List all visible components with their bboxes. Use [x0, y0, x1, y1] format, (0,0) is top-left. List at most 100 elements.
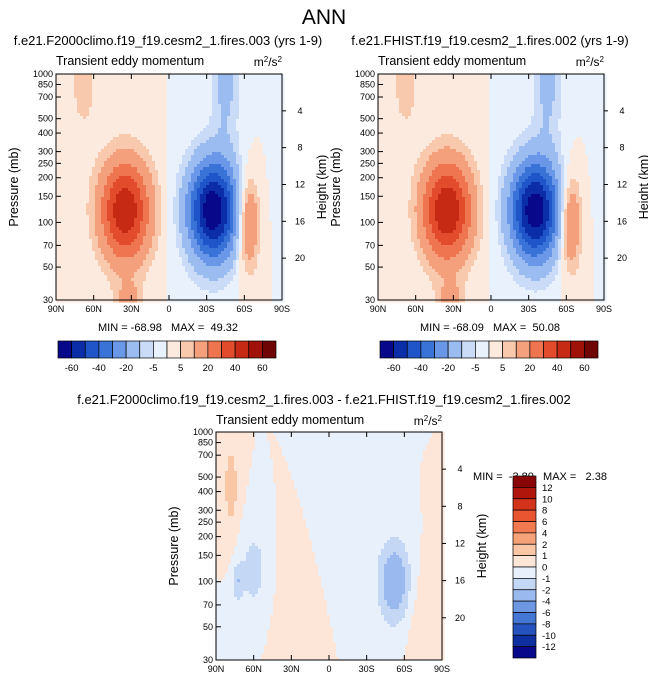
field-cell	[140, 167, 144, 171]
field-cell	[146, 74, 150, 78]
field-cell	[245, 98, 249, 102]
field-cell	[248, 119, 252, 123]
field-cell	[134, 131, 138, 135]
field-cell	[131, 146, 135, 150]
field-cell	[116, 122, 120, 126]
field-cell	[95, 122, 99, 126]
field-cell	[122, 248, 126, 252]
field-cell	[167, 266, 171, 270]
field-cell	[83, 131, 87, 135]
field-cell	[242, 212, 246, 216]
field-cell	[62, 251, 66, 255]
field-cell	[176, 143, 180, 147]
field-cell	[188, 266, 192, 270]
field-cell	[122, 77, 126, 81]
field-cell	[173, 119, 177, 123]
field-cell	[95, 251, 99, 255]
field-cell	[71, 263, 75, 267]
field-cell	[242, 197, 246, 201]
field-cell	[107, 260, 111, 264]
field-cell	[74, 257, 78, 261]
field-cell	[116, 197, 120, 201]
field-cell	[233, 167, 237, 171]
field-cell	[119, 176, 123, 180]
field-cell	[239, 113, 243, 117]
field-cell	[68, 251, 72, 255]
field-cell	[212, 188, 216, 192]
field-cell	[233, 80, 237, 84]
field-cell	[269, 86, 273, 90]
field-cell	[80, 254, 84, 258]
field-cell	[158, 149, 162, 153]
field-cell	[77, 119, 81, 123]
field-cell	[131, 119, 135, 123]
field-cell	[59, 107, 63, 111]
field-cell	[194, 92, 198, 96]
field-cell	[164, 107, 168, 111]
field-cell	[224, 119, 228, 123]
field-cell	[281, 92, 285, 96]
field-cell	[86, 263, 90, 267]
field-cell	[239, 188, 243, 192]
field-cell	[209, 92, 213, 96]
field-cell	[281, 209, 285, 213]
field-cell	[221, 95, 225, 99]
field-cell	[200, 119, 204, 123]
field-cell	[122, 74, 126, 78]
field-cell	[227, 203, 231, 207]
field-cell	[185, 221, 189, 225]
field-cell	[224, 146, 228, 150]
field-cell	[281, 119, 285, 123]
field-cell	[77, 254, 81, 258]
field-cell	[140, 143, 144, 147]
field-cell	[236, 164, 240, 168]
field-cell	[104, 257, 108, 261]
field-cell	[62, 248, 66, 252]
field-cell	[161, 197, 165, 201]
field-cell	[269, 92, 273, 96]
field-cell	[122, 242, 126, 246]
field-cell	[155, 209, 159, 213]
field-cell	[170, 212, 174, 216]
field-cell	[275, 110, 279, 114]
field-cell	[68, 215, 72, 219]
field-cell	[119, 230, 123, 234]
field-cell	[107, 110, 111, 114]
field-cell	[155, 185, 159, 189]
field-cell	[212, 206, 216, 210]
field-cell	[77, 146, 81, 150]
field-cell	[164, 101, 168, 105]
field-cell	[83, 254, 87, 258]
field-cell	[161, 233, 165, 237]
field-cell	[227, 110, 231, 114]
field-cell	[80, 239, 84, 243]
field-cell	[164, 176, 168, 180]
field-cell	[242, 188, 246, 192]
field-cell	[98, 242, 102, 246]
field-cell	[77, 245, 81, 249]
field-cell	[200, 209, 204, 213]
field-cell	[245, 182, 249, 186]
field-cell	[212, 161, 216, 165]
field-cell	[233, 242, 237, 246]
field-cell	[137, 143, 141, 147]
field-cell	[281, 200, 285, 204]
field-cell	[227, 233, 231, 237]
field-cell	[119, 119, 123, 123]
field-cell	[194, 218, 198, 222]
field-cell	[200, 122, 204, 126]
field-cell	[203, 161, 207, 165]
field-cell	[281, 212, 285, 216]
field-cell	[95, 254, 99, 258]
field-cell	[146, 188, 150, 192]
field-cell	[263, 173, 267, 177]
field-cell	[149, 113, 153, 117]
field-cell	[251, 134, 255, 138]
field-cell	[104, 260, 108, 264]
field-cell	[281, 140, 285, 144]
field-cell	[269, 176, 273, 180]
field-cell	[203, 149, 207, 153]
field-cell	[257, 197, 261, 201]
field-cell	[182, 245, 186, 249]
field-cell	[140, 269, 144, 273]
